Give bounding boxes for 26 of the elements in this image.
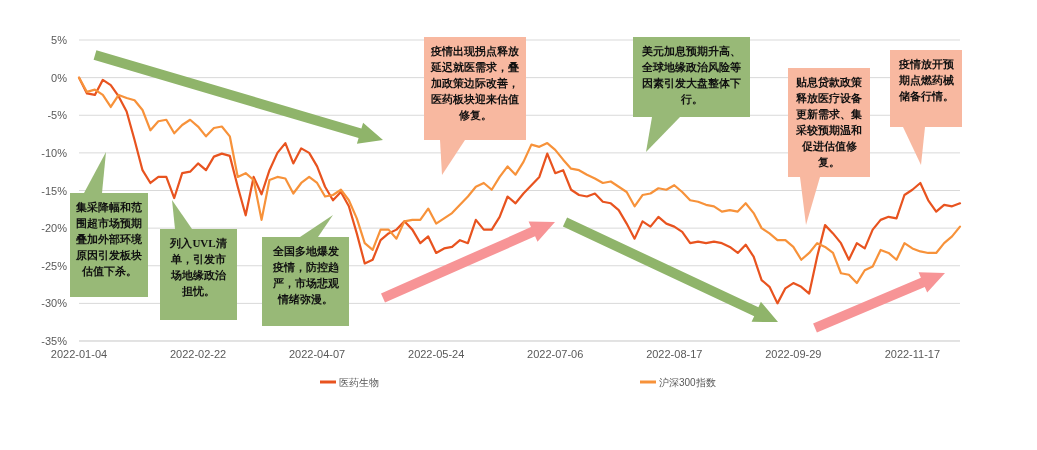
legend-label: 沪深300指数 [659, 377, 716, 388]
y-tick-label: -15% [41, 184, 68, 197]
x-tick-label: 2022-11-17 [884, 348, 941, 360]
annotation: 美元加息预期升高、全球地缘政治风险等因素引发大盘整体下行。 [633, 37, 750, 117]
x-tick-label: 2022-08-17 [646, 348, 703, 360]
annotation: 全国多地爆发疫情，防控趋严，市场悲观情绪弥漫。 [262, 237, 349, 326]
y-tick-label: -35% [41, 335, 68, 347]
x-tick-label: 2022-07-06 [527, 348, 584, 360]
x-tick-label: 2022-04-07 [288, 348, 346, 360]
x-tick-label: 2022-02-22 [169, 348, 227, 360]
y-tick-label: -25% [41, 259, 68, 272]
annotation: 贴息贷款政策释放医疗设备更新需求、集采较预期温和促进估值修复。 [788, 68, 870, 177]
x-tick-label: 2022-01-04 [50, 348, 108, 360]
legend-label: 医药生物 [339, 377, 379, 388]
annotation: 列入UVL清单，引发市场地缘政治担忧。 [160, 229, 237, 320]
y-tick-label: 5% [51, 34, 68, 46]
x-tick-label: 2022-05-24 [408, 348, 465, 360]
annotation: 集采降幅和范围超市场预期叠加外部环境原因引发板块估值下杀。 [70, 193, 148, 297]
y-tick-label: -30% [41, 297, 68, 310]
y-tick-label: -10% [41, 146, 68, 159]
y-tick-label: -20% [41, 222, 68, 235]
annotation: 疫情放开预期点燃药械储备行情。 [890, 50, 962, 127]
y-tick-label: 0% [51, 71, 68, 84]
annotation: 疫情出现拐点释放延迟就医需求，叠加政策边际改善，医药板块迎来估值修复。 [424, 37, 526, 140]
x-tick-label: 2022-09-29 [765, 348, 822, 360]
y-tick-label: -5% [47, 109, 68, 122]
